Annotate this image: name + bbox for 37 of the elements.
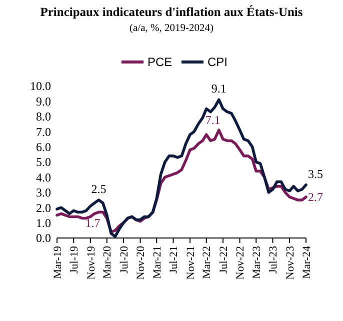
chart-title: Principaux indicateurs d'inflation aux États-Unis (40, 5, 303, 19)
annotation: 1.7 (85, 216, 100, 230)
legend-label: PCE (148, 55, 172, 70)
x-tick-label: Jul-21 (168, 246, 180, 274)
y-tick-label: 8.0 (36, 110, 51, 124)
y-tick-label: 6.0 (36, 140, 51, 154)
y-tick-label: 2.0 (36, 200, 51, 215)
x-tick-label: Mar-23 (250, 246, 263, 279)
x-tick-label: Nov-19 (85, 246, 98, 280)
x-tick-label: Mar-19 (52, 246, 64, 279)
legend-label: CPI (208, 55, 228, 70)
annotation: 2.7 (308, 190, 323, 204)
x-tick-label: Jul-20 (118, 246, 130, 274)
y-tick-label: 10.0 (30, 79, 51, 94)
x-tick-label: Mar-21 (151, 246, 164, 279)
x-tick-label: Nov-21 (184, 246, 197, 280)
x-tick-label: Jul-22 (218, 246, 230, 274)
x-tick-label: Jul-23 (268, 246, 280, 274)
annotation: 3.5 (308, 166, 323, 181)
y-tick-label: 1.0 (36, 216, 51, 230)
x-tick-label: Nov-20 (135, 246, 148, 280)
x-tick-label: Mar-20 (102, 246, 114, 279)
y-tick-label: 7.0 (36, 124, 51, 139)
y-tick-label: 3.0 (36, 186, 51, 200)
x-tick-label: Jul-19 (68, 246, 80, 274)
x-tick-label: Nov-22 (234, 246, 247, 280)
annotation: 2.5 (91, 182, 106, 196)
x-tick-label: Mar-24 (300, 246, 313, 279)
chart-subtitle: (a/a, %, 2019-2024) (130, 23, 214, 34)
x-tick-label: Nov-23 (284, 246, 296, 280)
y-tick-label: 9.0 (36, 94, 51, 108)
annotation: 7.1 (205, 113, 220, 128)
y-tick-label: 0.0 (36, 231, 51, 246)
annotation: 9.1 (211, 82, 226, 96)
y-tick-label: 4.0 (36, 170, 51, 184)
y-tick-label: 5.0 (36, 155, 51, 170)
x-tick-label: Mar-22 (201, 246, 214, 279)
